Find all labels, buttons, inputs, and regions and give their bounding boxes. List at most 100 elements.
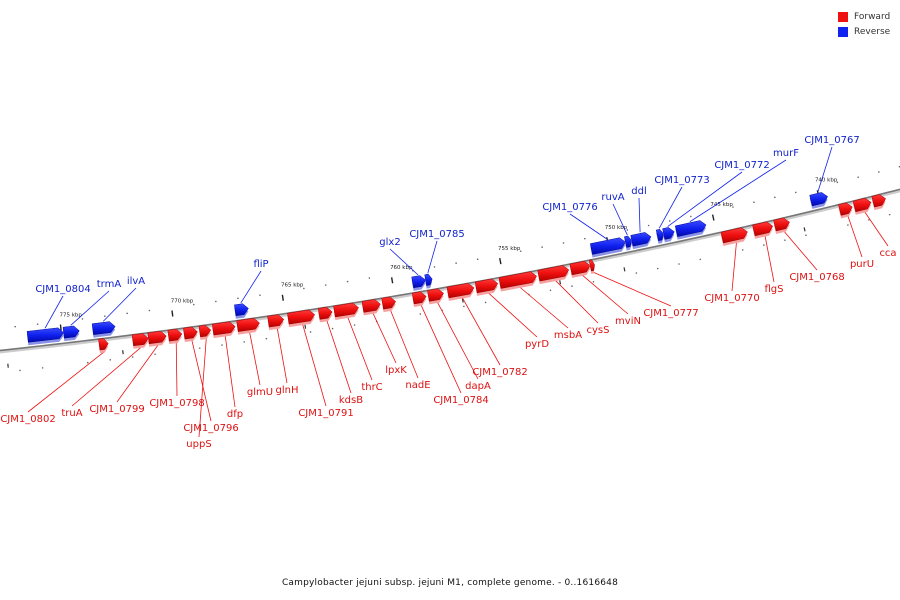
- gene-dapa-feature[interactable]: [427, 288, 444, 302]
- gene-unlabeled-feature[interactable]: [871, 194, 886, 208]
- scale-dot: [463, 305, 465, 308]
- gene-cjm1_0770-feature[interactable]: [720, 227, 748, 244]
- leader-line: [420, 304, 462, 394]
- gene-flip-feature[interactable]: [234, 303, 249, 317]
- gene-upps-feature[interactable]: [198, 324, 212, 338]
- leader-line: [569, 213, 608, 240]
- gene-label: CJM1_0777: [643, 308, 698, 319]
- gene-ilva-feature[interactable]: [91, 321, 116, 335]
- gene-cjm1_0791-feature[interactable]: [287, 309, 315, 325]
- scale-tick-label: 745 kbp: [710, 202, 733, 208]
- gene-cjm1_0782-feature[interactable]: [446, 283, 475, 299]
- scale-tick-lower: [803, 227, 806, 232]
- gene-thrc-feature[interactable]: [333, 302, 359, 318]
- leader-line: [224, 335, 236, 408]
- scale-dot: [81, 318, 84, 320]
- forward-swatch: [838, 11, 848, 22]
- gene-label: CJM1_0773: [654, 175, 709, 186]
- leader-line: [175, 342, 178, 397]
- gene-trma-feature[interactable]: [62, 325, 80, 339]
- gene-label: mviN: [615, 316, 641, 327]
- gene-pyrd-feature[interactable]: [474, 278, 499, 294]
- scale-dot: [86, 361, 89, 364]
- scale-dot: [353, 324, 356, 326]
- leader-line: [658, 186, 683, 229]
- leader-line: [326, 320, 352, 394]
- leader-line: [783, 230, 818, 271]
- gene-cjm1_0798-feature[interactable]: [167, 328, 183, 342]
- scale-dot: [647, 224, 650, 227]
- gene-label: CJM1_0791: [298, 408, 353, 419]
- gene-glnh-feature[interactable]: [267, 314, 285, 328]
- scale-tick-label: 740 kbp: [815, 178, 838, 184]
- gene-cca-feature[interactable]: [852, 197, 872, 213]
- gene-label: trmA: [97, 279, 122, 290]
- scale-dot: [36, 323, 39, 325]
- scale-dot: [131, 356, 134, 358]
- scale-dot: [678, 263, 680, 265]
- gene-lpxk-feature[interactable]: [361, 299, 381, 313]
- gene-label: ruvA: [601, 192, 624, 203]
- gene-cjm1_0768-feature[interactable]: [773, 217, 790, 232]
- scale-dot: [753, 201, 755, 204]
- leader-line: [390, 309, 419, 379]
- gene-cjm1_0804-feature[interactable]: [26, 327, 65, 343]
- gene-label: dfp: [227, 409, 243, 420]
- map-caption: Campylobacter jejuni subsp. jejuni M1, c…: [281, 578, 619, 588]
- gene-cjm1_0799-feature[interactable]: [147, 330, 167, 345]
- gene-mvin-feature[interactable]: [569, 260, 591, 276]
- leader-line: [276, 327, 288, 384]
- scale-dot: [690, 215, 692, 218]
- scale-dot: [126, 312, 128, 315]
- scale-tick: [499, 258, 502, 265]
- gene-glx2-feature[interactable]: [411, 275, 426, 289]
- gene-murf-feature[interactable]: [674, 220, 707, 237]
- scale-dot: [331, 327, 334, 330]
- leader-line: [689, 159, 787, 223]
- gene-label: nadE: [405, 380, 430, 391]
- gene-dfp-feature[interactable]: [211, 321, 236, 336]
- gene-cjm1_0784-feature[interactable]: [411, 291, 427, 305]
- gene-nade-feature[interactable]: [381, 296, 397, 310]
- gene-kdsb-feature[interactable]: [317, 306, 333, 320]
- gene-flgs-feature[interactable]: [752, 221, 774, 237]
- gene-glmu-feature[interactable]: [236, 317, 260, 332]
- leader-line: [612, 203, 628, 236]
- scale-tick: [390, 277, 394, 284]
- gene-cjm1_0767-feature[interactable]: [809, 192, 828, 207]
- scale-tick: [59, 324, 62, 331]
- gene-label: ilvA: [127, 276, 145, 287]
- label-leaders: [27, 146, 889, 438]
- scale-dot: [699, 258, 702, 261]
- leader-line: [372, 312, 397, 364]
- gene-puru-feature[interactable]: [838, 202, 853, 216]
- gene-label: CJM1_0785: [409, 229, 464, 240]
- gene-cjm1_0777-feature[interactable]: [588, 259, 595, 272]
- gene-cjm1_0785-feature[interactable]: [424, 273, 433, 286]
- scale-dot: [109, 359, 112, 361]
- gene-cjm1_0776-feature[interactable]: [590, 237, 626, 255]
- leader-line: [102, 287, 137, 322]
- scale-dot: [41, 367, 44, 369]
- gene-ddl-feature[interactable]: [630, 232, 652, 247]
- gene-cyss-feature[interactable]: [537, 265, 570, 282]
- gene-label: kdsB: [339, 395, 363, 406]
- gene-label: glx2: [379, 237, 400, 248]
- gene-trua-feature[interactable]: [131, 333, 149, 347]
- scale-tick-label: 750 kbp: [605, 225, 628, 231]
- leader-line: [70, 290, 110, 326]
- scale-tick-label: 775 kbp: [59, 313, 82, 319]
- scale-dot: [19, 369, 21, 372]
- gene-cjm1_0802-feature[interactable]: [98, 338, 109, 351]
- gene-cjm1_0772-feature[interactable]: [662, 227, 675, 240]
- scale-dots: [7, 165, 900, 372]
- gene-cjm1_0796-feature[interactable]: [183, 326, 198, 340]
- gene-ruva-feature[interactable]: [624, 235, 633, 248]
- gene-cjm1_0773-feature[interactable]: [655, 228, 664, 242]
- legend-item-forward: Forward: [838, 9, 890, 24]
- scale-dot: [763, 244, 765, 246]
- scale-tick-label: 755 kbp: [498, 246, 521, 252]
- scale-dot: [368, 277, 371, 279]
- leader-line: [764, 235, 775, 283]
- gene-msba-feature[interactable]: [498, 271, 537, 289]
